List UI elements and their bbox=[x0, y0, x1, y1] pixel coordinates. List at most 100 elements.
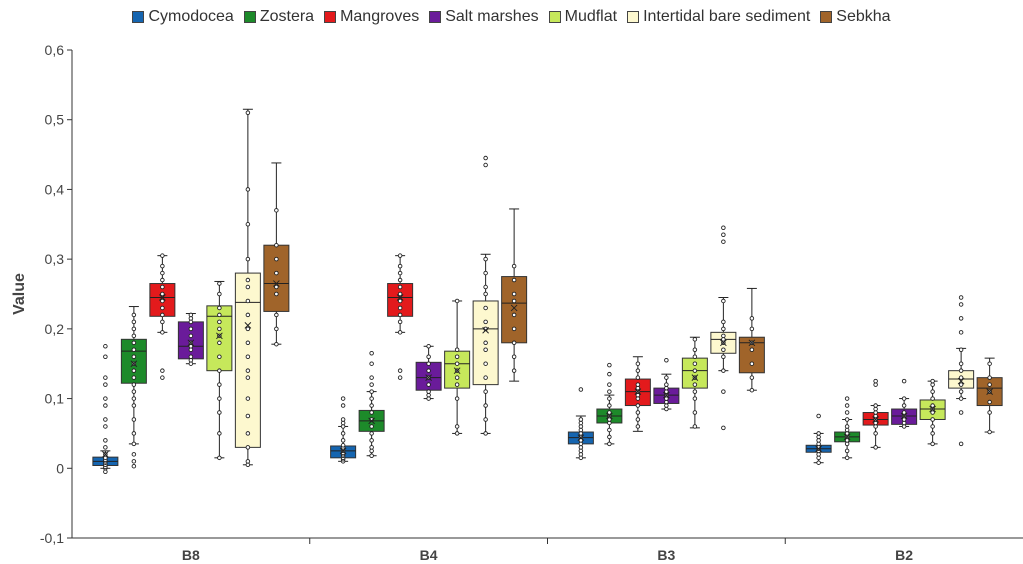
data-point bbox=[369, 396, 374, 401]
data-point bbox=[340, 396, 346, 401]
data-point bbox=[721, 425, 726, 431]
data-point bbox=[454, 375, 460, 380]
data-point bbox=[217, 281, 222, 286]
data-point bbox=[721, 326, 726, 332]
data-point bbox=[131, 340, 137, 346]
legend-label: Salt marshes bbox=[445, 8, 539, 25]
data-point bbox=[188, 354, 194, 359]
data-point bbox=[245, 187, 251, 192]
data-point bbox=[958, 441, 964, 447]
data-point bbox=[245, 445, 251, 450]
data-point bbox=[635, 368, 641, 373]
data-point bbox=[426, 344, 431, 349]
data-point bbox=[664, 382, 669, 387]
data-point bbox=[369, 410, 374, 415]
data-point bbox=[188, 326, 194, 332]
data-point bbox=[397, 284, 403, 290]
data-point bbox=[692, 347, 698, 353]
data-point bbox=[721, 368, 726, 373]
legend-item: Intertidal bare sediment bbox=[627, 8, 810, 26]
data-point bbox=[454, 361, 460, 366]
data-point bbox=[721, 333, 726, 339]
data-point bbox=[958, 330, 964, 335]
data-point bbox=[217, 431, 222, 436]
data-point bbox=[749, 387, 755, 393]
data-point bbox=[103, 396, 108, 401]
data-point bbox=[160, 368, 165, 373]
data-point bbox=[607, 441, 612, 447]
data-point bbox=[397, 291, 403, 297]
data-point bbox=[160, 375, 165, 380]
data-point bbox=[607, 410, 612, 415]
data-point bbox=[816, 460, 821, 465]
data-point bbox=[664, 375, 669, 380]
data-point bbox=[578, 417, 584, 422]
data-point bbox=[749, 347, 755, 353]
data-point bbox=[245, 110, 251, 115]
legend-label: Zostera bbox=[259, 8, 315, 25]
data-point bbox=[958, 396, 964, 401]
data-point bbox=[721, 239, 726, 244]
data-point bbox=[217, 368, 222, 373]
data-point bbox=[930, 431, 935, 436]
data-point bbox=[607, 371, 612, 377]
data-point bbox=[340, 403, 346, 408]
data-point bbox=[483, 319, 488, 325]
legend-item: Zostera bbox=[243, 8, 315, 26]
mean-marker bbox=[900, 412, 908, 420]
mean-marker bbox=[396, 294, 404, 301]
data-point bbox=[844, 424, 850, 429]
data-point bbox=[958, 347, 964, 353]
data-point bbox=[340, 443, 346, 448]
data-point bbox=[274, 291, 279, 297]
data-point bbox=[245, 354, 251, 359]
data-point bbox=[511, 368, 517, 373]
data-point bbox=[483, 403, 488, 408]
data-point bbox=[930, 441, 935, 447]
data-point bbox=[454, 382, 460, 387]
data-point bbox=[188, 312, 194, 318]
data-point bbox=[103, 344, 108, 349]
data-point bbox=[692, 410, 698, 415]
data-point bbox=[873, 445, 878, 450]
data-point bbox=[397, 298, 403, 304]
data-point bbox=[483, 431, 488, 436]
data-point bbox=[692, 382, 698, 387]
data-point bbox=[103, 438, 108, 443]
data-point bbox=[245, 298, 251, 304]
data-point bbox=[958, 302, 964, 307]
data-point bbox=[245, 413, 251, 419]
data-point bbox=[131, 326, 137, 332]
mean-marker bbox=[748, 339, 756, 347]
data-point bbox=[131, 459, 137, 464]
data-point bbox=[930, 389, 935, 394]
data-point bbox=[635, 424, 641, 429]
data-point bbox=[103, 354, 108, 359]
data-point bbox=[245, 277, 251, 283]
data-point bbox=[274, 208, 279, 213]
mean-marker bbox=[815, 445, 822, 453]
data-point bbox=[901, 410, 907, 415]
data-point bbox=[958, 389, 964, 394]
data-point bbox=[749, 361, 755, 366]
data-point bbox=[217, 410, 222, 415]
data-point bbox=[397, 368, 403, 373]
data-point bbox=[454, 424, 460, 429]
data-point bbox=[397, 330, 403, 335]
data-point bbox=[454, 396, 460, 401]
data-point bbox=[397, 375, 403, 380]
data-point bbox=[369, 438, 374, 443]
data-point bbox=[483, 270, 488, 276]
data-point bbox=[131, 375, 137, 380]
data-point bbox=[930, 378, 935, 384]
data-point bbox=[987, 399, 992, 405]
data-point bbox=[274, 256, 279, 262]
data-point bbox=[987, 429, 992, 435]
data-point bbox=[607, 403, 612, 408]
data-point bbox=[103, 403, 108, 408]
data-point bbox=[844, 455, 850, 461]
data-point bbox=[217, 319, 222, 325]
y-tick-label: -0,1 bbox=[40, 530, 64, 546]
data-point bbox=[578, 387, 584, 392]
data-point bbox=[692, 368, 698, 373]
